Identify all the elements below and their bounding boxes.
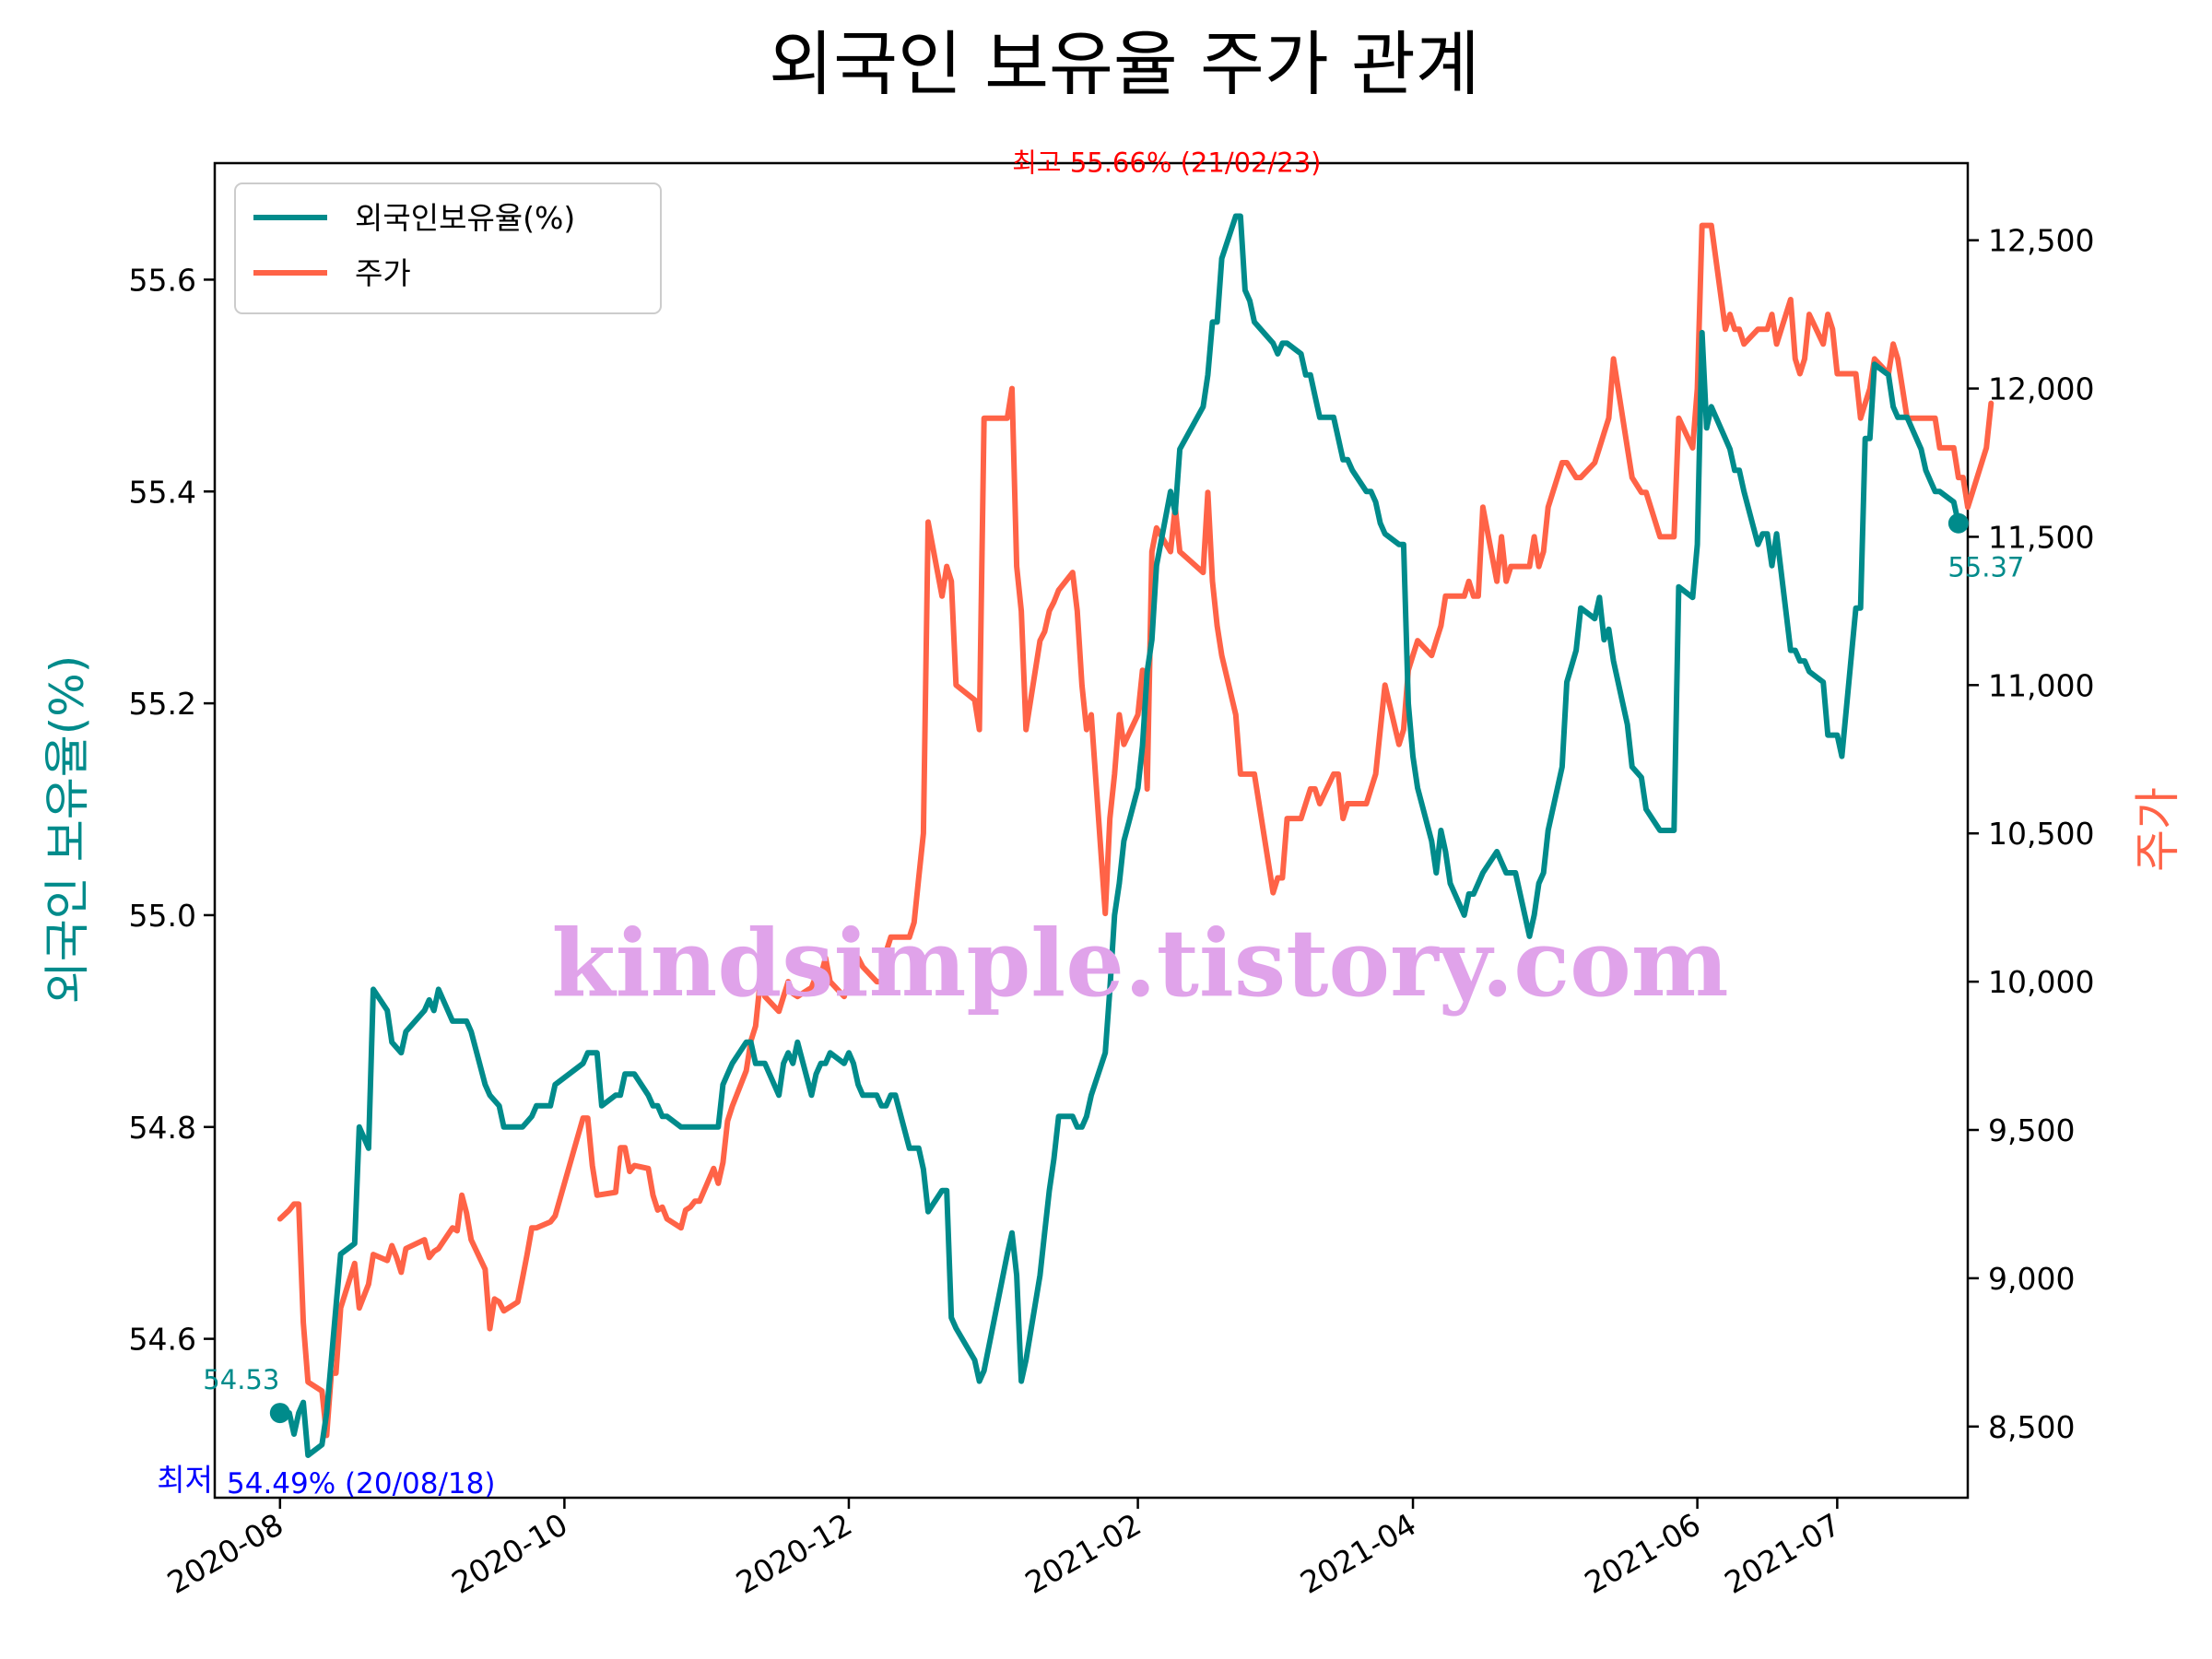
x-tick-label: 2021-04: [1294, 1506, 1422, 1601]
x-axis: 2020-08 2020-10 2020-12 2021-02 2021-04 2021-…: [161, 1498, 1846, 1601]
legend-box: [234, 182, 662, 314]
annotations: 최고 55.66% (21/02/23) 54.53 55.37 최저 54.4…: [157, 147, 2024, 1500]
x-tick-label: 2021-02: [1019, 1506, 1147, 1601]
end-value-label: 55.37: [1947, 552, 2024, 583]
end-marker: [1947, 512, 1969, 534]
left-tick-label: 55.2: [129, 686, 196, 722]
chart-title: 외국인 보유율 주가 관계: [769, 23, 1480, 105]
x-tick-label: 2020-12: [730, 1506, 858, 1601]
right-tick-label: 9,000: [1988, 1261, 2075, 1297]
x-tick-label: 2021-07: [1718, 1506, 1846, 1601]
price-series-layer: [276, 222, 1994, 1439]
right-axis: 8,500 9,000 9,500 10,000 10,500 11,000 11,500 1…: [1968, 223, 2094, 1445]
x-tick-label: 2021-06: [1579, 1506, 1707, 1601]
left-axis: 54.6 54.8 55.0 55.2 55.4 55.6: [129, 262, 215, 1358]
plot-area: [213, 161, 1970, 1500]
left-tick-label: 55.6: [129, 262, 196, 298]
right-tick-label: 10,000: [1988, 964, 2094, 1000]
right-tick-label: 11,000: [1988, 667, 2094, 703]
left-tick-label: 54.6: [129, 1322, 196, 1358]
right-tick-label: 10,500: [1988, 816, 2094, 852]
left-tick-label: 54.8: [129, 1110, 196, 1146]
max-annotation: 최고 55.66% (21/02/23): [1012, 147, 1321, 178]
right-tick-label: 9,500: [1988, 1112, 2075, 1148]
holding-series-line: [276, 213, 1961, 1458]
price-series-line: [276, 222, 1994, 1439]
start-marker: [269, 1403, 290, 1424]
min-annotation: 54.49% (20/08/18): [227, 1467, 495, 1500]
left-tick-label: 55.0: [129, 898, 196, 934]
right-axis-title: 주가: [2131, 787, 2184, 872]
holding-series-layer: [276, 213, 1961, 1458]
legend-label-price: 주가: [355, 255, 411, 291]
watermark: kindsimple.tistory.com: [551, 909, 1728, 1018]
right-tick-label: 11,500: [1988, 519, 2094, 555]
min-annotation-prefix: 최저: [157, 1462, 213, 1498]
right-tick-label: 12,500: [1988, 223, 2094, 259]
x-tick-label: 2020-08: [161, 1506, 289, 1601]
start-value-label: 54.53: [203, 1364, 279, 1395]
left-tick-label: 55.4: [129, 474, 196, 510]
left-axis-title: 외국인 보유율(%): [41, 655, 94, 1004]
right-tick-label: 12,000: [1988, 371, 2094, 407]
legend: 외국인보유율(%) 주가: [234, 182, 662, 314]
right-tick-label: 8,500: [1988, 1409, 2075, 1445]
legend-label-holding: 외국인보유율(%): [355, 200, 575, 236]
x-tick-label: 2020-10: [445, 1506, 573, 1601]
